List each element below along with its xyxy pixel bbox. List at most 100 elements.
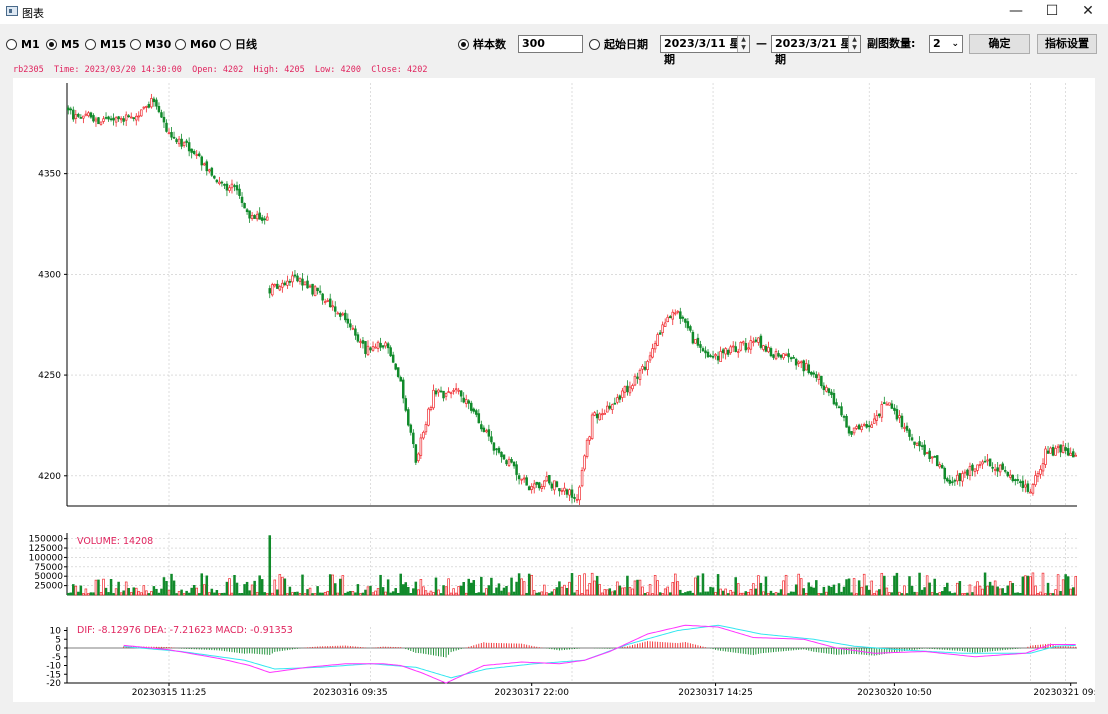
candle-body [454,388,458,391]
candle-body [99,121,103,125]
candle-body [1054,447,1057,456]
candle-body [767,346,770,353]
candle-body [102,118,105,122]
candle-body [1039,469,1042,475]
candle-body [993,469,997,471]
volume-bar [883,575,886,596]
candle-body [417,453,420,462]
volume-bar [233,575,236,596]
volume-bar [1054,589,1057,596]
candle-body [140,109,143,117]
candle-body [946,478,949,482]
volume-bar [1059,591,1062,596]
candle-body [676,310,680,313]
candle-body [145,106,148,108]
volume-bar [558,581,561,596]
volume-bar [777,592,780,596]
candle-body [500,451,503,458]
candle-body [260,217,264,221]
volume-bar [497,583,501,596]
samples-input[interactable]: 300 [518,35,583,53]
spin-arrows-icon[interactable]: ▲ ▼ [848,36,860,52]
volume-bar [321,592,324,596]
candle-body [1003,470,1007,472]
candle-body [97,117,100,125]
candle-body [565,489,569,495]
candle-body [545,476,549,482]
candle-body [515,464,518,475]
candle-body [1014,479,1017,482]
chart-canvas[interactable]: 4200 4250 4300 4350 250005000075000100000125… [13,78,1108,702]
candle-body [1061,445,1065,453]
volume-bar [1006,585,1009,596]
volume-bar [812,587,816,596]
volume-bar [568,581,571,596]
volume-bar [339,578,342,596]
maximize-button[interactable]: ☐ [1045,3,1059,19]
period-radio-m5[interactable]: M5 [46,34,80,54]
volume-bar [963,593,967,596]
candle-body [830,391,833,395]
confirm-button[interactable]: 确定 [969,34,1030,54]
period-radio-m60[interactable]: M60 [175,34,216,54]
chart-area[interactable]: 4200 4250 4300 4350 25000 50000 75000 100000 125… [13,78,1108,702]
candle-body [872,418,876,424]
samples-radio[interactable]: 样本数 [458,34,506,54]
volume-bar [215,590,219,596]
volume-bar [374,590,377,596]
volume-y-tick-label: 25000 [34,582,63,592]
volume-bar [361,592,365,596]
volume-bar [142,585,146,596]
period-radio-m30[interactable]: M30 [130,34,171,54]
candle-body [180,138,183,147]
volume-bar [862,573,866,596]
candle-body [837,406,841,409]
candle-body [779,354,783,358]
volume-bar [210,588,214,596]
period-radio-m15[interactable]: M15 [85,34,126,54]
volume-bar [933,578,936,596]
period-radio-daily[interactable]: 日线 [220,34,257,54]
date-from-input[interactable]: 2023/3/11 星期 ▲ ▼ [660,35,750,66]
volume-bar [500,590,503,596]
candle-body [563,487,566,492]
volume-bar [903,585,906,596]
volume-bar [79,585,83,596]
candle-body [802,360,805,372]
volume-bar [548,593,551,596]
spin-arrows-icon[interactable]: ▲ ▼ [737,36,749,52]
candle-body [326,300,329,302]
date-to-input[interactable]: 2023/3/21 星期 ▲ ▼ [771,35,861,66]
volume-bar [925,575,929,596]
volume-bar [799,578,803,596]
x-axis-tick-label: 20230321 09:00 [1033,688,1095,698]
volume-bar [792,591,795,596]
close-button[interactable]: ✕ [1082,3,1094,19]
volume-bar [981,588,984,596]
candle-body [213,175,216,179]
candle-body [522,477,526,480]
candle-body [462,397,465,403]
volume-bar [817,593,821,596]
volume-bar [112,593,115,596]
volume-bar [419,579,423,596]
candle-body [459,390,463,397]
indicator-settings-button[interactable]: 指标设置 [1037,34,1097,54]
volume-bar [1026,575,1030,596]
candle-body [606,405,609,413]
candle-body [268,288,272,294]
candle-body [787,353,790,358]
macd-y-tick-label: 10 [50,627,62,637]
period-radio-m1[interactable]: M1 [6,34,40,54]
candle-body [155,99,158,107]
subchart-count-select[interactable]: 2 ⌄ [929,35,963,53]
macd-label: DIF: -8.12976 DEA: -7.21623 MACD: -0.913… [77,625,293,636]
volume-bar [973,586,977,596]
start-date-radio[interactable]: 起始日期 [589,34,648,54]
candle-body [328,298,332,308]
volume-bar [691,592,695,596]
window-title: 图表 [22,7,44,20]
volume-bar [437,589,440,596]
minimize-button[interactable]: — [1009,3,1023,19]
volume-bar [235,582,239,596]
